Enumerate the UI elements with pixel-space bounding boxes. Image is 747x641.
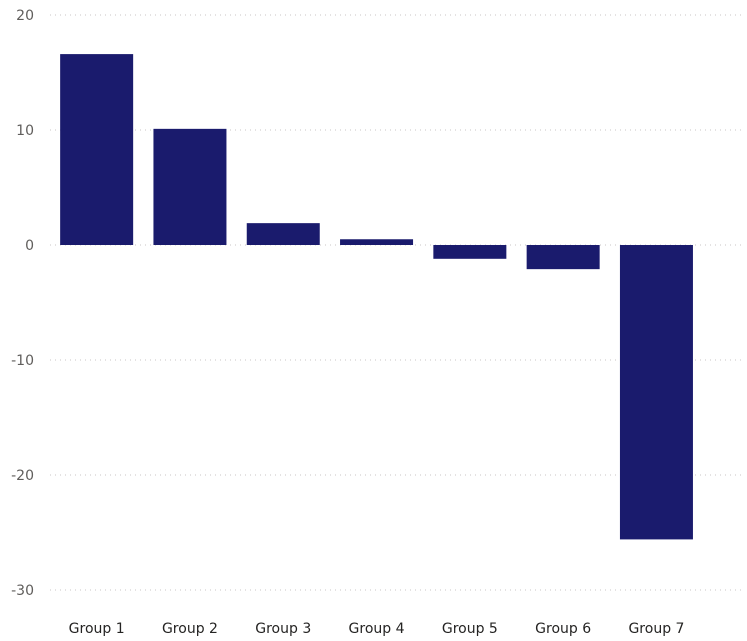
bar[interactable]	[526, 245, 600, 270]
y-axis: 20 10 0 -10 -20 -30	[11, 8, 34, 599]
x-tick-label: Group 7	[628, 621, 684, 637]
y-tick-label: 10	[16, 123, 34, 139]
bar[interactable]	[246, 223, 320, 245]
x-tick-label: Group 6	[535, 621, 591, 637]
bar[interactable]	[619, 245, 693, 540]
bars	[60, 54, 693, 540]
bar[interactable]	[153, 128, 227, 245]
y-tick-label: -20	[11, 468, 34, 484]
y-tick-label: 20	[16, 8, 34, 24]
bar[interactable]	[340, 239, 414, 245]
y-tick-label: -30	[11, 583, 34, 599]
x-axis: Group 1 Group 2 Group 3 Group 4 Group 5 Group…	[69, 621, 685, 637]
bar[interactable]	[433, 245, 507, 259]
x-tick-label: Group 1	[69, 621, 125, 637]
bar[interactable]	[60, 54, 134, 245]
y-tick-label: 0	[25, 238, 34, 254]
x-tick-label: Group 3	[255, 621, 311, 637]
y-tick-label: -10	[11, 353, 34, 369]
x-tick-label: Group 2	[162, 621, 218, 637]
x-tick-label: Group 4	[349, 621, 405, 637]
x-tick-label: Group 5	[442, 621, 498, 637]
